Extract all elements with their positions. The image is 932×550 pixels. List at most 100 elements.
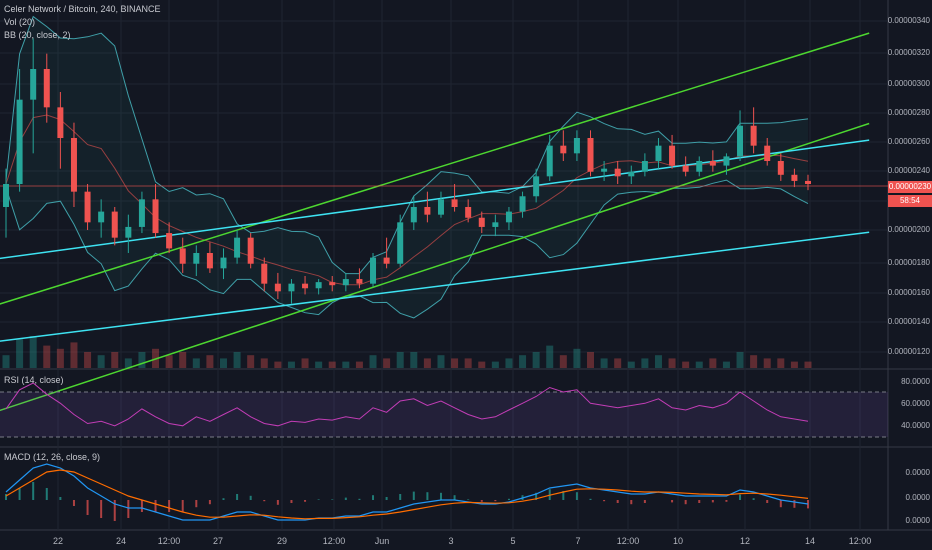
rsi-line — [5, 382, 809, 427]
signal-line — [5, 469, 809, 520]
volume-bar — [111, 352, 119, 368]
volume-bar — [97, 355, 105, 368]
candle-body — [138, 199, 145, 227]
candle-body — [709, 161, 716, 166]
candle-body — [315, 282, 322, 289]
bollinger-fill — [6, 16, 808, 318]
volume-bar — [315, 361, 323, 368]
volume-bar — [84, 352, 92, 368]
candle-body — [505, 211, 512, 223]
candle-body — [84, 191, 91, 223]
volume-indicator-label[interactable]: Vol (20) — [4, 17, 36, 27]
candle-body — [465, 207, 472, 218]
price-axis-label: 0.00000300 — [887, 79, 930, 88]
candle-body — [533, 176, 540, 197]
volume-bar — [56, 348, 64, 368]
volume-bar — [328, 361, 336, 368]
volume-bar — [29, 336, 37, 368]
volume-bar — [532, 352, 540, 368]
candle-body — [3, 184, 9, 207]
volume-bar — [587, 352, 595, 368]
volume-bar — [274, 361, 282, 368]
candle-body — [573, 138, 580, 154]
candle-body — [451, 199, 458, 207]
volume-bar — [736, 352, 744, 368]
candle-body — [737, 125, 744, 157]
macd-indicator-label[interactable]: MACD (12, 26, close, 9) — [4, 452, 101, 462]
price-axis-label: 0.00000240 — [887, 166, 930, 175]
volume-bar — [70, 342, 78, 368]
time-axis-label: 14 — [804, 536, 816, 546]
bollinger-indicator-label[interactable]: BB (20, close, 2) — [4, 30, 71, 40]
trendline-green — [0, 32, 870, 305]
volume-bar — [451, 358, 459, 368]
time-axis-label: 3 — [448, 536, 454, 546]
volume-bar — [519, 355, 527, 368]
time-axis-label: 12:00 — [848, 536, 872, 546]
time-axis-label: 5 — [510, 536, 516, 546]
rsi-indicator-label[interactable]: RSI (14, close) — [4, 375, 64, 385]
candle-body — [437, 199, 444, 215]
candle-body — [723, 156, 730, 166]
volume-bar — [410, 352, 418, 368]
volume-bar — [491, 361, 499, 368]
price-axis-label: 0.00000200 — [887, 225, 930, 234]
time-axis-label: 12 — [739, 536, 751, 546]
candle-body — [601, 168, 608, 172]
volume-bar — [654, 355, 662, 368]
candle-body — [383, 257, 390, 264]
candle-body — [274, 283, 281, 292]
rsi-axis-label: 80.0000 — [901, 377, 930, 386]
time-axis-label: 27 — [212, 536, 224, 546]
candle-body — [30, 69, 37, 100]
trendline-cyan — [0, 231, 870, 342]
volume-bar — [301, 358, 309, 368]
volume-bar — [709, 358, 717, 368]
symbol-title[interactable]: Celer Network / Bitcoin, 240, BINANCE — [4, 4, 161, 14]
volume-bar — [804, 361, 812, 368]
candle-body — [247, 237, 254, 264]
volume-bar — [641, 358, 649, 368]
macd-axis-label: 0.0000 — [905, 516, 930, 525]
volume-bar — [559, 355, 567, 368]
price-axis-label: 0.00000280 — [887, 108, 930, 117]
time-axis-label: 10 — [672, 536, 684, 546]
bollinger-upper-band — [5, 15, 809, 275]
rsi-axis-label: 40.0000 — [901, 421, 930, 430]
volume-bar — [750, 355, 758, 368]
rsi-band — [0, 392, 888, 437]
candle-body — [478, 217, 485, 227]
volume-bar — [2, 355, 10, 368]
candle-body — [750, 125, 757, 146]
candle-body — [166, 233, 173, 249]
last-price-badge: 0.00000230 — [888, 181, 932, 193]
volume-bar — [165, 355, 173, 368]
candle-body — [288, 283, 295, 292]
volume-bar — [573, 348, 581, 368]
macd-line — [5, 463, 809, 521]
candle-body — [628, 171, 635, 177]
trendline-green — [0, 122, 870, 412]
candle-body — [152, 199, 159, 234]
time-axis-label: 22 — [52, 536, 64, 546]
price-axis-label: 0.00000340 — [887, 16, 930, 25]
candle-body — [424, 207, 431, 215]
candle-body — [764, 145, 771, 161]
price-axis-label: 0.00000260 — [887, 137, 930, 146]
volume-bar — [124, 358, 132, 368]
candle-body — [641, 161, 648, 172]
candle-body — [342, 279, 349, 286]
trendline-cyan — [0, 139, 870, 260]
candle-body — [57, 107, 64, 138]
price-axis-label: 0.00000140 — [887, 317, 930, 326]
time-axis-label: 29 — [276, 536, 288, 546]
volume-bar — [464, 358, 472, 368]
candle-body — [587, 138, 594, 172]
volume-bar — [192, 358, 200, 368]
candle-body — [193, 253, 200, 264]
candle-body — [791, 174, 798, 181]
candle-body — [43, 69, 50, 108]
